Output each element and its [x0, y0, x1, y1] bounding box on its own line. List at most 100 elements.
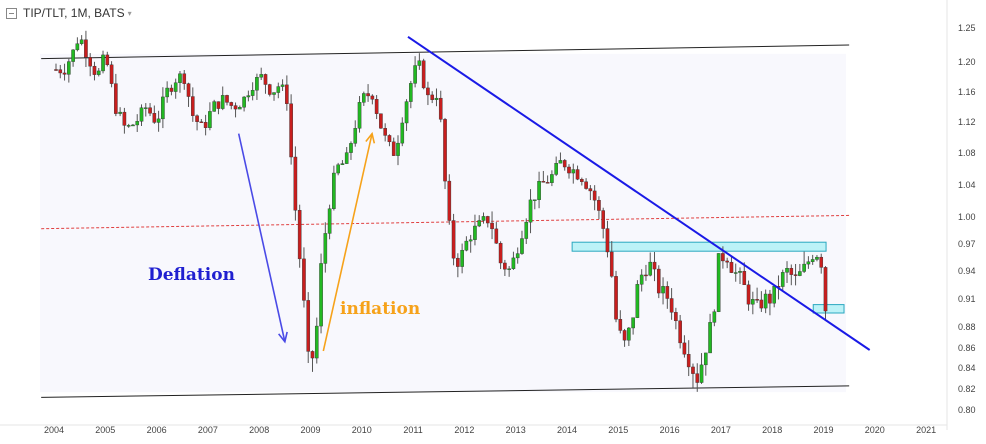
candle-down: [768, 293, 772, 304]
candle-down: [644, 274, 648, 277]
candle-up: [533, 199, 537, 201]
candle-down: [267, 84, 272, 95]
candle-up: [515, 253, 520, 259]
candle-down: [152, 113, 157, 123]
candle-up: [349, 143, 353, 153]
candle-up: [280, 84, 285, 87]
candle-down: [289, 103, 293, 158]
x-tick-label: 2019: [813, 425, 833, 435]
candle-down: [567, 166, 571, 174]
candle-up: [507, 268, 511, 270]
chevron-down-icon[interactable]: ▾: [127, 8, 132, 18]
candle-down: [54, 69, 58, 71]
candle-down: [580, 179, 584, 182]
candle-down: [58, 69, 63, 74]
x-tick-label: 2014: [557, 425, 577, 435]
channel-bottom-line: [41, 385, 850, 398]
candle-down: [430, 94, 435, 100]
candle-up: [353, 128, 358, 144]
y-tick-label: 1.12: [958, 117, 976, 127]
candle-up: [635, 284, 640, 318]
candle-up: [71, 49, 75, 62]
x-tick-label: 2013: [506, 425, 526, 435]
candle-down: [729, 261, 734, 273]
candle-down: [383, 128, 387, 136]
inflation-arrow: [322, 133, 373, 352]
candle-down: [109, 64, 114, 84]
candle-down: [391, 141, 396, 156]
candle-down: [652, 261, 657, 270]
candle-up: [639, 274, 644, 285]
candle-down: [605, 228, 610, 253]
candle-up: [332, 172, 336, 209]
candle-down: [374, 99, 379, 114]
candle-down: [597, 200, 601, 211]
candle-down: [793, 274, 798, 276]
x-tick-label: 2012: [454, 425, 474, 435]
candle-down: [306, 300, 311, 352]
candle-down: [755, 299, 759, 301]
candle-down: [387, 135, 392, 143]
candle-down: [682, 342, 687, 355]
y-tick-label: 0.84: [958, 363, 976, 373]
y-tick-label: 1.25: [958, 23, 976, 33]
deflation-label: Deflation: [148, 265, 235, 285]
candle-up: [780, 272, 785, 287]
candle-down: [114, 83, 118, 114]
y-tick-label: 0.88: [958, 322, 976, 332]
candle-up: [272, 92, 276, 95]
candle-up: [259, 74, 264, 78]
candle-up: [810, 259, 815, 262]
candle-down: [379, 113, 383, 129]
candle-up: [460, 249, 464, 267]
candle-down: [451, 220, 456, 259]
channel-top-line: [41, 44, 850, 60]
x-tick-label: 2004: [44, 425, 64, 435]
x-tick-label: 2005: [95, 425, 115, 435]
candle-up: [554, 163, 558, 175]
candle-down: [545, 182, 550, 184]
candle-up: [276, 86, 281, 93]
candle-up: [468, 239, 473, 242]
candle-down: [584, 181, 588, 189]
candle-down: [88, 57, 92, 67]
candle-down: [366, 93, 370, 97]
candle-down: [190, 96, 195, 116]
candle-down: [601, 210, 605, 229]
candle-up: [712, 311, 717, 323]
candle-down: [233, 105, 238, 110]
candle-down: [62, 72, 67, 75]
x-tick-label: 2008: [249, 425, 269, 435]
candle-up: [139, 107, 144, 122]
x-tick-label: 2018: [762, 425, 782, 435]
support-zone: [812, 304, 845, 314]
candle-up: [156, 118, 161, 123]
candle-down: [665, 286, 670, 299]
candle-up: [178, 73, 182, 83]
candle-down: [686, 354, 691, 368]
candle-down: [84, 39, 88, 58]
candle-up: [323, 233, 328, 264]
candle-down: [195, 115, 199, 122]
candle-up: [738, 271, 742, 273]
candle-down: [370, 95, 375, 100]
candle-up: [357, 102, 362, 129]
candle-up: [815, 256, 819, 260]
candle-down: [421, 60, 426, 89]
candle-down: [823, 267, 828, 312]
candle-up: [212, 101, 216, 112]
candle-down: [148, 107, 152, 114]
minimize-square-icon[interactable]: [6, 7, 17, 19]
deflation-arrow: [237, 133, 286, 342]
candle-down: [443, 119, 447, 182]
candle-up: [802, 263, 806, 272]
symbol-label[interactable]: TIP/TLT, 1M, BATS: [23, 6, 125, 20]
candle-down: [494, 228, 499, 244]
x-tick-label: 2010: [352, 425, 372, 435]
candle-up: [413, 65, 417, 84]
candle-down: [297, 210, 302, 260]
candle-down: [819, 256, 824, 268]
y-tick-label: 0.94: [958, 266, 976, 276]
candle-down: [438, 97, 443, 120]
candle-down: [721, 253, 725, 262]
